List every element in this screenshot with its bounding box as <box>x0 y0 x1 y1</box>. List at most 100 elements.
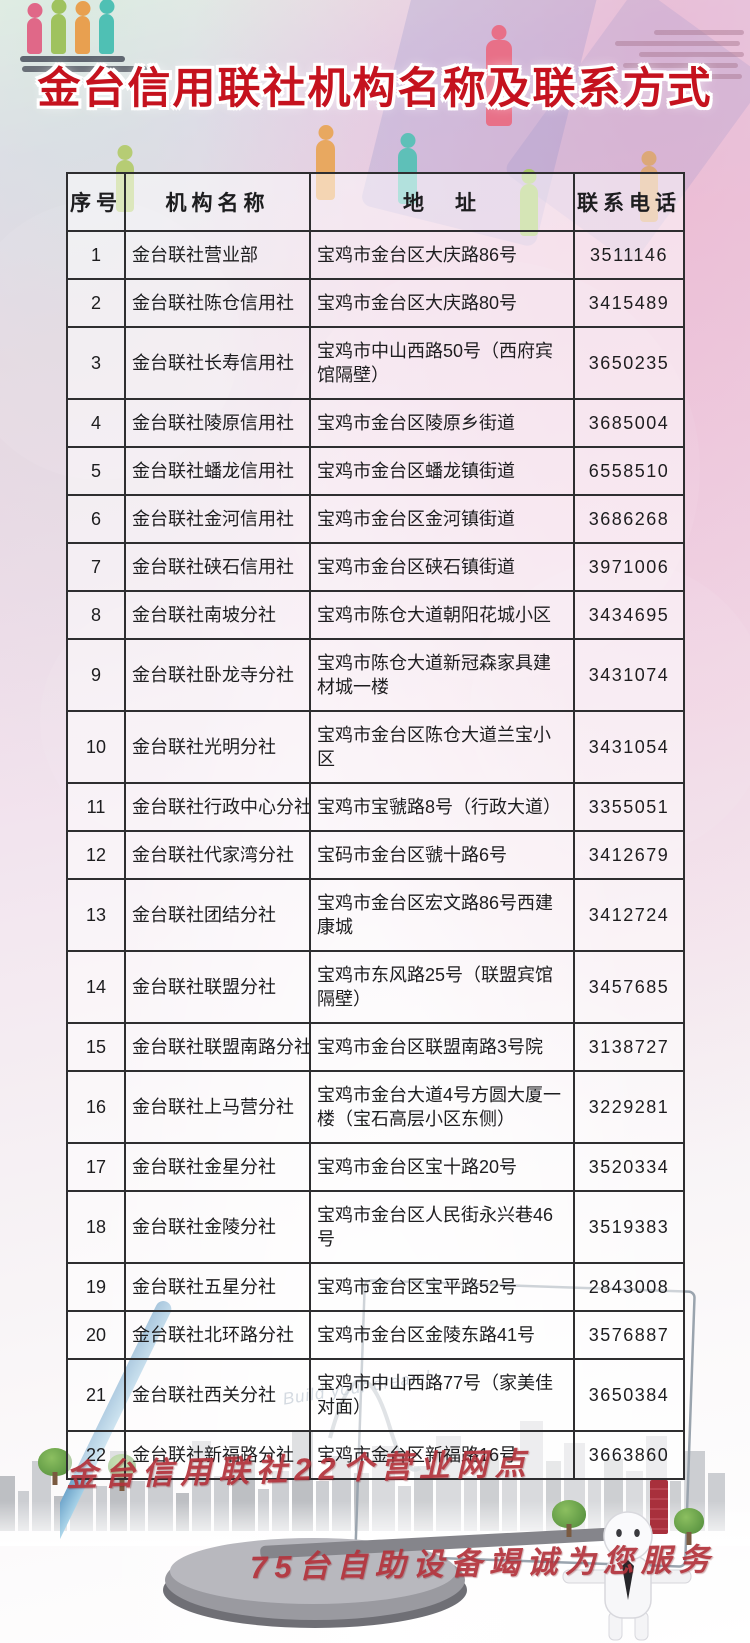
col-header-address: 地 址 <box>309 172 575 232</box>
decor-speed-line <box>654 30 744 35</box>
table-row: 19 金台联社五星分社 宝鸡市金台区宝平路52号 2843008 <box>66 1262 685 1312</box>
cell-name: 金台联社五星分社 <box>124 1262 311 1312</box>
col-header-name: 机构名称 <box>124 172 311 232</box>
table-row: 18 金台联社金陵分社 宝鸡市金台区人民街永兴巷46号 3519383 <box>66 1190 685 1264</box>
decor-person-figure <box>27 18 42 54</box>
cell-phone: 3971006 <box>573 542 685 592</box>
table-row: 11 金台联社行政中心分社 宝鸡市宝虢路8号（行政大道） 3355051 <box>66 782 685 832</box>
cell-seq: 9 <box>66 638 126 712</box>
table-row: 16 金台联社上马营分社 宝鸡市金台大道4号方圆大厦一楼（宝石高层小区东侧） 3… <box>66 1070 685 1144</box>
cell-address: 宝鸡市中山西路77号（家美佳对面） <box>309 1358 575 1432</box>
cell-name: 金台联社硖石信用社 <box>124 542 311 592</box>
cell-seq: 21 <box>66 1358 126 1432</box>
decor-person-figure <box>75 16 90 54</box>
cell-name: 金台联社代家湾分社 <box>124 830 311 880</box>
cell-address: 宝鸡市金台大道4号方圆大厦一楼（宝石高层小区东侧） <box>309 1070 575 1144</box>
cell-seq: 18 <box>66 1190 126 1264</box>
table-row: 12 金台联社代家湾分社 宝码市金台区虢十路6号 3412679 <box>66 830 685 880</box>
col-header-seq: 序号 <box>66 172 126 232</box>
cell-seq: 2 <box>66 278 126 328</box>
table-row: 2 金台联社陈仓信用社 宝鸡市金台区大庆路80号 3415489 <box>66 278 685 328</box>
cell-name: 金台联社光明分社 <box>124 710 311 784</box>
cell-seq: 11 <box>66 782 126 832</box>
cell-address: 宝鸡市金台区宝十路20号 <box>309 1142 575 1192</box>
cell-seq: 6 <box>66 494 126 544</box>
col-header-phone: 联系电话 <box>573 172 685 232</box>
cell-address: 宝鸡市中山西路50号（西府宾馆隔壁） <box>309 326 575 400</box>
table-row: 14 金台联社联盟分社 宝鸡市东风路25号（联盟宾馆隔壁） 3457685 <box>66 950 685 1024</box>
cell-phone: 3229281 <box>573 1070 685 1144</box>
table-row: 21 金台联社西关分社 宝鸡市中山西路77号（家美佳对面） 3650384 <box>66 1358 685 1432</box>
cell-address: 宝鸡市金台区陈仓大道兰宝小区 <box>309 710 575 784</box>
cell-name: 金台联社陈仓信用社 <box>124 278 311 328</box>
cell-address: 宝鸡市金台区金陵东路41号 <box>309 1310 575 1360</box>
cell-name: 金台联社蟠龙信用社 <box>124 446 311 496</box>
cell-seq: 17 <box>66 1142 126 1192</box>
table-row: 5 金台联社蟠龙信用社 宝鸡市金台区蟠龙镇街道 6558510 <box>66 446 685 496</box>
cell-phone: 6558510 <box>573 446 685 496</box>
cell-phone: 3519383 <box>573 1190 685 1264</box>
cell-seq: 1 <box>66 230 126 280</box>
cell-phone: 3431054 <box>573 710 685 784</box>
cell-phone: 3576887 <box>573 1310 685 1360</box>
cell-phone: 3434695 <box>573 590 685 640</box>
cell-address: 宝鸡市东风路25号（联盟宾馆隔壁） <box>309 950 575 1024</box>
cell-address: 宝码市金台区虢十路6号 <box>309 830 575 880</box>
cell-seq: 7 <box>66 542 126 592</box>
table-row: 4 金台联社陵原信用社 宝鸡市金台区陵原乡街道 3685004 <box>66 398 685 448</box>
cell-name: 金台联社长寿信用社 <box>124 326 311 400</box>
table-row: 1 金台联社营业部 宝鸡市金台区大庆路86号 3511146 <box>66 230 685 280</box>
cell-phone: 3511146 <box>573 230 685 280</box>
cell-address: 宝鸡市金台区人民街永兴巷46号 <box>309 1190 575 1264</box>
cell-phone: 3650235 <box>573 326 685 400</box>
cell-phone: 3415489 <box>573 278 685 328</box>
decor-speed-line <box>615 41 740 46</box>
cell-address: 宝鸡市金台区联盟南路3号院 <box>309 1022 575 1072</box>
cell-seq: 10 <box>66 710 126 784</box>
cell-name: 金台联社联盟南路分社 <box>124 1022 311 1072</box>
table-row: 13 金台联社团结分社 宝鸡市金台区宏文路86号西建康城 3412724 <box>66 878 685 952</box>
table-row: 10 金台联社光明分社 宝鸡市金台区陈仓大道兰宝小区 3431054 <box>66 710 685 784</box>
cell-address: 宝鸡市金台区硖石镇街道 <box>309 542 575 592</box>
cell-seq: 12 <box>66 830 126 880</box>
table-row: 9 金台联社卧龙寺分社 宝鸡市陈仓大道新冠森家具建材城一楼 3431074 <box>66 638 685 712</box>
cell-phone: 3520334 <box>573 1142 685 1192</box>
cell-seq: 14 <box>66 950 126 1024</box>
cell-phone: 3663860 <box>573 1430 685 1480</box>
table-row: 20 金台联社北环路分社 宝鸡市金台区金陵东路41号 3576887 <box>66 1310 685 1360</box>
cell-seq: 3 <box>66 326 126 400</box>
cell-phone: 3431074 <box>573 638 685 712</box>
cell-address: 宝鸡市金台区大庆路80号 <box>309 278 575 328</box>
cell-address: 宝鸡市金台区大庆路86号 <box>309 230 575 280</box>
cell-seq: 8 <box>66 590 126 640</box>
cell-phone: 3355051 <box>573 782 685 832</box>
cell-address: 宝鸡市陈仓大道新冠森家具建材城一楼 <box>309 638 575 712</box>
branch-table: 序号 机构名称 地 址 联系电话 1 金台联社营业部 宝鸡市金台区大庆路86号 … <box>66 172 685 1480</box>
table-row: 7 金台联社硖石信用社 宝鸡市金台区硖石镇街道 3971006 <box>66 542 685 592</box>
cell-address: 宝鸡市金台区陵原乡街道 <box>309 398 575 448</box>
footer-slogan-line2: 75台自助设备竭诚为您服务 <box>249 1541 717 1586</box>
cell-name: 金台联社上马营分社 <box>124 1070 311 1144</box>
cell-seq: 19 <box>66 1262 126 1312</box>
cell-name: 金台联社金星分社 <box>124 1142 311 1192</box>
cell-name: 金台联社联盟分社 <box>124 950 311 1024</box>
cell-name: 金台联社卧龙寺分社 <box>124 638 311 712</box>
cell-seq: 13 <box>66 878 126 952</box>
table-row: 8 金台联社南坡分社 宝鸡市陈仓大道朝阳花城小区 3434695 <box>66 590 685 640</box>
cell-seq: 16 <box>66 1070 126 1144</box>
cell-phone: 2843008 <box>573 1262 685 1312</box>
cell-name: 金台联社南坡分社 <box>124 590 311 640</box>
cell-address: 宝鸡市金台区蟠龙镇街道 <box>309 446 575 496</box>
cell-address: 宝鸡市陈仓大道朝阳花城小区 <box>309 590 575 640</box>
cell-address: 宝鸡市金台区宏文路86号西建康城 <box>309 878 575 952</box>
cell-seq: 15 <box>66 1022 126 1072</box>
decor-person-figure <box>51 14 66 54</box>
decor-person-figure <box>99 14 114 54</box>
cell-name: 金台联社北环路分社 <box>124 1310 311 1360</box>
cell-phone: 3650384 <box>573 1358 685 1432</box>
table-row: 3 金台联社长寿信用社 宝鸡市中山西路50号（西府宾馆隔壁） 3650235 <box>66 326 685 400</box>
cell-phone: 3412679 <box>573 830 685 880</box>
cell-phone: 3457685 <box>573 950 685 1024</box>
cell-name: 金台联社行政中心分社 <box>124 782 311 832</box>
